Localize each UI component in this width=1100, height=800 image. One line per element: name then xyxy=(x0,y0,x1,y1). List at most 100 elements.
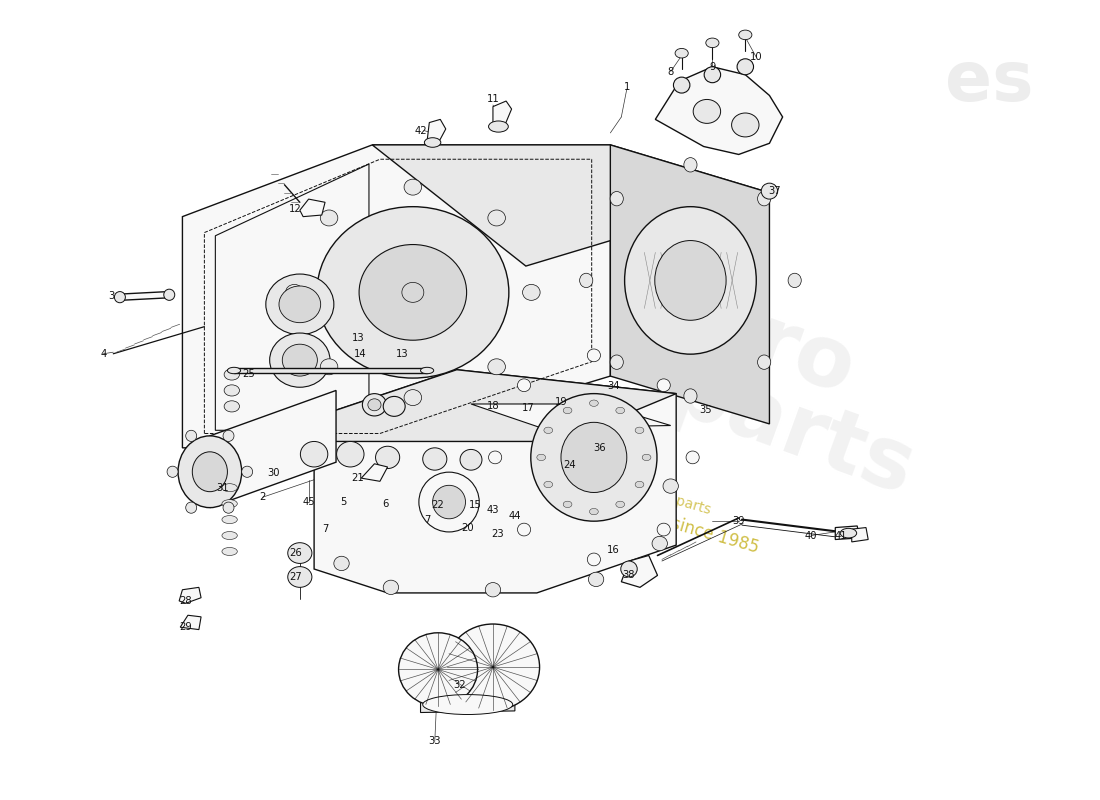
Text: a part for parts: a part for parts xyxy=(607,474,713,517)
Polygon shape xyxy=(315,370,676,593)
Text: 34: 34 xyxy=(607,381,620,390)
Ellipse shape xyxy=(320,210,338,226)
Ellipse shape xyxy=(657,523,670,536)
Polygon shape xyxy=(361,464,387,482)
Text: 13: 13 xyxy=(352,333,364,343)
Ellipse shape xyxy=(404,179,421,195)
Ellipse shape xyxy=(186,430,197,442)
Ellipse shape xyxy=(758,191,771,206)
Text: 15: 15 xyxy=(469,500,482,510)
Text: 44: 44 xyxy=(508,510,521,521)
Text: 17: 17 xyxy=(521,403,535,413)
Ellipse shape xyxy=(673,77,690,93)
Text: 29: 29 xyxy=(179,622,192,632)
Ellipse shape xyxy=(425,138,441,147)
Ellipse shape xyxy=(222,547,238,555)
Ellipse shape xyxy=(419,472,480,532)
Ellipse shape xyxy=(367,399,381,410)
Text: 27: 27 xyxy=(289,572,301,582)
Ellipse shape xyxy=(447,624,540,710)
Text: 45: 45 xyxy=(302,497,315,507)
Ellipse shape xyxy=(840,528,857,538)
Circle shape xyxy=(635,427,643,434)
Ellipse shape xyxy=(732,113,759,137)
Text: 11: 11 xyxy=(486,94,499,104)
Polygon shape xyxy=(315,370,676,442)
Ellipse shape xyxy=(517,523,530,536)
Ellipse shape xyxy=(286,285,304,300)
Ellipse shape xyxy=(693,99,720,123)
Text: 26: 26 xyxy=(289,548,301,558)
Polygon shape xyxy=(621,555,658,587)
Text: 7: 7 xyxy=(424,514,430,525)
Ellipse shape xyxy=(333,556,349,570)
Text: 14: 14 xyxy=(354,349,366,358)
Ellipse shape xyxy=(654,241,726,320)
Polygon shape xyxy=(420,694,515,713)
Polygon shape xyxy=(179,587,201,603)
Ellipse shape xyxy=(222,484,238,492)
Text: 19: 19 xyxy=(554,397,568,406)
Ellipse shape xyxy=(432,486,465,518)
Ellipse shape xyxy=(488,451,502,464)
Text: 36: 36 xyxy=(593,443,606,453)
Ellipse shape xyxy=(684,389,697,403)
Polygon shape xyxy=(372,145,769,266)
Text: 8: 8 xyxy=(668,66,674,77)
Ellipse shape xyxy=(224,385,240,396)
Ellipse shape xyxy=(223,502,234,514)
Ellipse shape xyxy=(224,401,240,412)
Circle shape xyxy=(642,454,651,461)
Ellipse shape xyxy=(485,582,501,597)
Polygon shape xyxy=(471,404,671,428)
Text: 12: 12 xyxy=(289,204,301,214)
Text: 7: 7 xyxy=(322,524,328,534)
Text: 10: 10 xyxy=(750,52,762,62)
Ellipse shape xyxy=(242,466,253,478)
Circle shape xyxy=(543,482,552,488)
Text: 32: 32 xyxy=(453,681,466,690)
Ellipse shape xyxy=(404,390,421,406)
Ellipse shape xyxy=(561,422,627,493)
Ellipse shape xyxy=(587,553,601,566)
Text: 30: 30 xyxy=(267,468,279,478)
Ellipse shape xyxy=(228,367,241,374)
Ellipse shape xyxy=(317,206,509,378)
Ellipse shape xyxy=(192,452,228,492)
Ellipse shape xyxy=(222,531,238,539)
Ellipse shape xyxy=(460,450,482,470)
Ellipse shape xyxy=(422,694,513,714)
Ellipse shape xyxy=(337,442,364,467)
Circle shape xyxy=(635,482,643,488)
Ellipse shape xyxy=(737,58,754,74)
Ellipse shape xyxy=(758,355,771,370)
Ellipse shape xyxy=(625,206,757,354)
Ellipse shape xyxy=(222,500,238,508)
Polygon shape xyxy=(216,164,368,430)
Circle shape xyxy=(590,400,598,406)
Ellipse shape xyxy=(279,286,321,322)
Ellipse shape xyxy=(610,191,624,206)
Polygon shape xyxy=(120,291,168,300)
Ellipse shape xyxy=(186,502,197,514)
Ellipse shape xyxy=(488,359,505,374)
Text: 23: 23 xyxy=(491,529,504,539)
Text: 40: 40 xyxy=(805,530,817,541)
Ellipse shape xyxy=(739,30,752,40)
Ellipse shape xyxy=(522,285,540,300)
Text: 2: 2 xyxy=(260,492,266,502)
Ellipse shape xyxy=(610,355,624,370)
Polygon shape xyxy=(234,368,427,373)
Text: 25: 25 xyxy=(242,370,254,379)
Polygon shape xyxy=(210,390,336,508)
Ellipse shape xyxy=(375,446,399,469)
Circle shape xyxy=(563,407,572,414)
Circle shape xyxy=(616,407,625,414)
Ellipse shape xyxy=(300,442,328,467)
Polygon shape xyxy=(183,145,610,448)
Ellipse shape xyxy=(686,451,700,464)
Text: 37: 37 xyxy=(769,186,781,196)
Text: 6: 6 xyxy=(382,498,388,509)
Ellipse shape xyxy=(788,274,801,287)
Circle shape xyxy=(590,509,598,515)
